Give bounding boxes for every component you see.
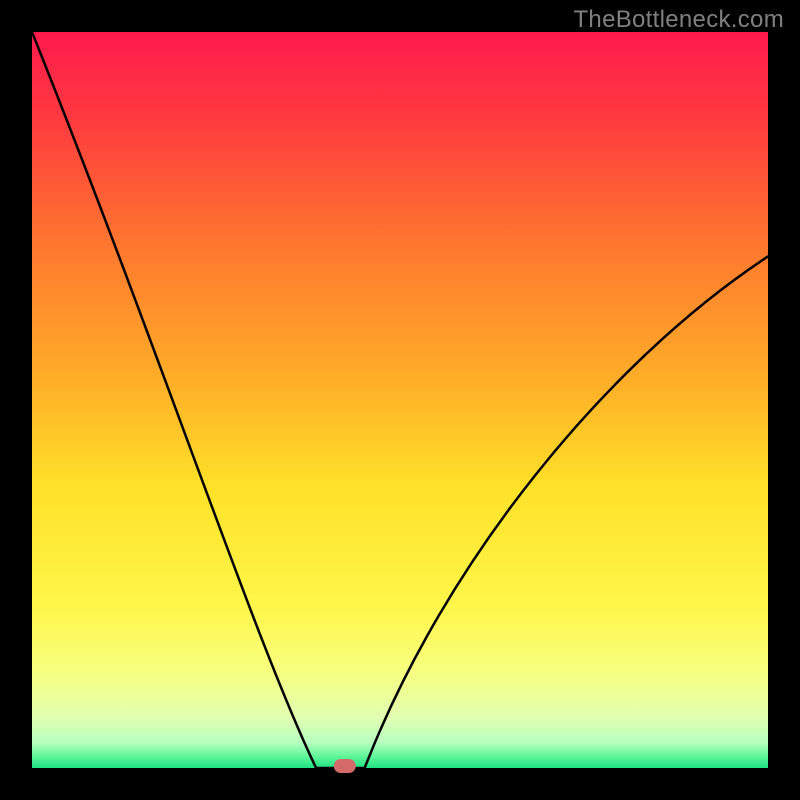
watermark-text: TheBottleneck.com	[573, 6, 784, 34]
chart-container: TheBottleneck.com	[0, 0, 800, 800]
gradient-background	[32, 32, 768, 768]
bottleneck-chart	[0, 0, 800, 800]
optimal-marker	[334, 759, 356, 773]
